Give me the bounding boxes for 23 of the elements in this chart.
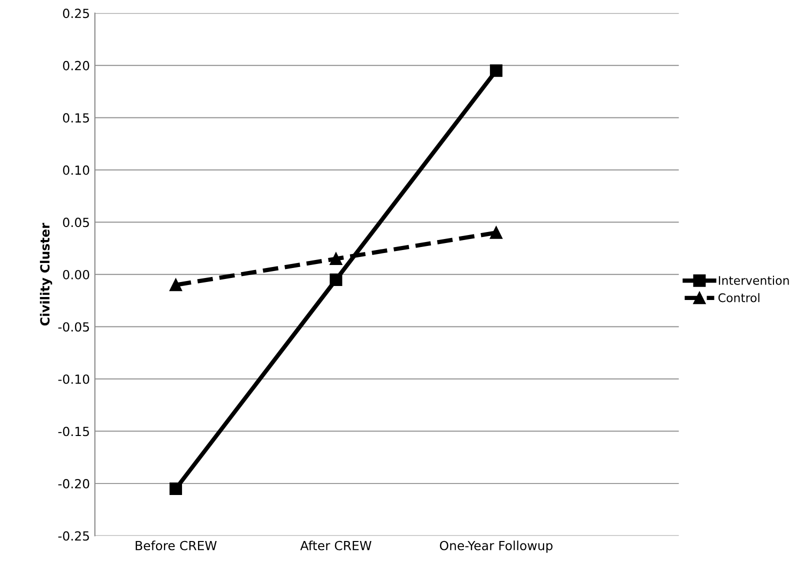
y-axis-title: Civility Cluster	[40, 222, 52, 326]
x-tick-label: After CREW	[300, 540, 372, 550]
y-tick-label: -0.20	[58, 478, 90, 488]
point	[330, 252, 342, 266]
y-tick-label: 0.15	[63, 113, 89, 123]
y-tick-label: 0.10	[63, 165, 90, 175]
legend-label: Intervention	[718, 276, 789, 285]
legend-label: Control	[718, 293, 760, 302]
y-tick-label: -0.10	[58, 374, 90, 384]
y-tick-label: 0.05	[63, 218, 89, 228]
y-tick-label: -0.15	[58, 426, 89, 436]
y-tick-label: 0.00	[63, 270, 90, 280]
y-tick-label: -0.25	[58, 531, 89, 541]
x-tick-label: One-Year Followup	[440, 540, 552, 553]
x-tick-label: Before CREW	[136, 540, 217, 550]
y-tick-label: 0.25	[63, 8, 89, 18]
y-tick-label: -0.05	[58, 322, 89, 332]
point	[330, 273, 342, 286]
point	[170, 278, 182, 292]
point	[490, 64, 502, 77]
y-tick-label: 0.20	[63, 60, 90, 70]
point	[170, 482, 182, 495]
point	[490, 226, 502, 239]
